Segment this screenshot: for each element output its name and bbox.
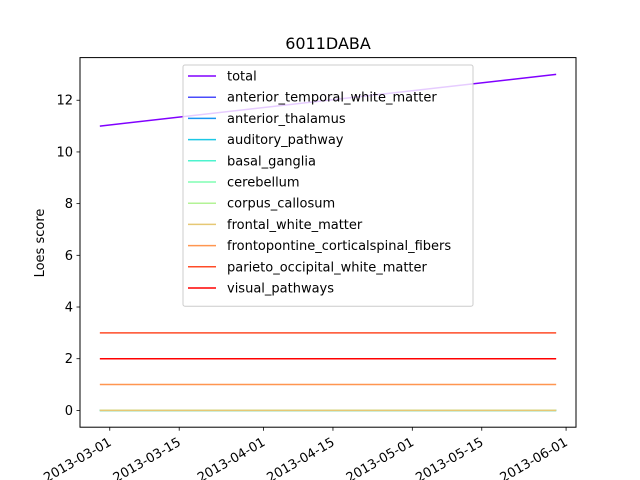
y-tick-label: 2 xyxy=(65,352,73,367)
y-tick-label: 6 xyxy=(65,249,73,264)
y-axis: 0 2 4 6 8 10 12 xyxy=(56,94,80,419)
legend-label: visual_pathways xyxy=(227,282,334,297)
x-tick-label: 2013-05-15 xyxy=(413,435,486,480)
legend-label: cerebellum xyxy=(227,176,300,191)
legend-label: basal_ganglia xyxy=(227,154,316,169)
legend-label: frontopontine_corticalspinal_fibers xyxy=(227,239,451,254)
legend-label: frontal_white_matter xyxy=(227,218,363,233)
series-layer xyxy=(99,73,557,412)
legend-label: parieto_occipital_white_matter xyxy=(227,260,428,275)
x-tick-label: 2013-04-15 xyxy=(265,435,338,480)
legend-label: anterior_thalamus xyxy=(227,112,346,127)
plot-area-frame xyxy=(79,57,577,428)
y-tick-label: 8 xyxy=(65,197,73,212)
legend-label: anterior_temporal_white_matter xyxy=(227,91,437,106)
legend-label: auditory_pathway xyxy=(227,133,344,148)
x-tick-label: 2013-04-01 xyxy=(195,435,268,480)
y-tick-label: 0 xyxy=(65,404,73,419)
x-tick-label: 2013-03-15 xyxy=(111,435,184,480)
legend-label: total xyxy=(227,70,257,85)
y-tick-label: 4 xyxy=(65,301,73,316)
legend: total anterior_temporal_white_matteranter… xyxy=(182,64,474,307)
x-tick-label: 2013-03-01 xyxy=(41,435,114,480)
y-tick-label: 12 xyxy=(56,94,73,109)
legend-frame xyxy=(182,64,474,307)
y-axis-label: Loes score xyxy=(33,209,48,278)
x-tick-label: 2013-05-01 xyxy=(344,435,417,480)
chart-title: 6011DABA xyxy=(285,34,371,53)
y-tick-label: 10 xyxy=(56,145,73,160)
x-tick-label: 2013-06-01 xyxy=(498,435,571,480)
legend-label: corpus_callosum xyxy=(227,197,335,212)
